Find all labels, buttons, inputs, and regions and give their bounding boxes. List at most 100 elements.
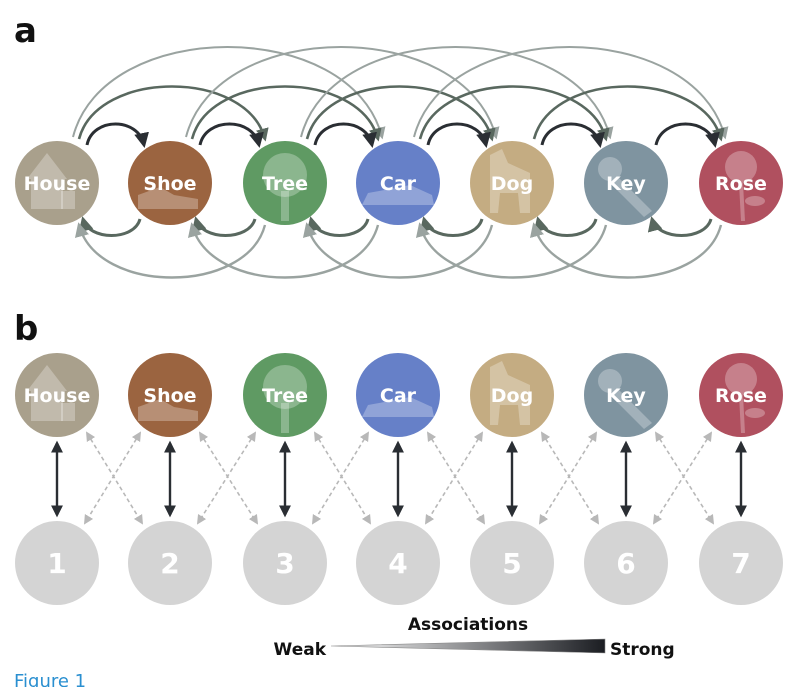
panel-a-node-label: Car	[380, 173, 417, 195]
panel-b-nodes: House 1 Shoe 2 Tree 3 Car 4 Dog 5 Key 6 Rose 7	[15, 353, 783, 605]
shoe-icon	[138, 187, 198, 209]
panel-b-node-circle	[470, 353, 554, 437]
position-circle	[243, 521, 327, 605]
position-node-7: 7	[699, 521, 783, 605]
panel-a-node-rose: Rose	[699, 141, 783, 225]
item-position-weak-arrow	[313, 431, 372, 525]
item-position-weak-arrow	[83, 431, 142, 525]
panel-a-node-label: Shoe	[143, 173, 196, 195]
panel-a-node-circle	[128, 141, 212, 225]
position-label: 5	[502, 547, 521, 580]
panel-a-node-dog: Dog	[470, 141, 554, 225]
item-position-weak-arrow	[198, 431, 259, 525]
panel-a-node-label: House	[24, 173, 91, 195]
shoe-icon	[138, 399, 198, 421]
forward-lag1-arrow	[540, 122, 605, 148]
position-circle	[15, 521, 99, 605]
panel-b-node-shoe: Shoe	[128, 353, 212, 437]
position-circle	[699, 521, 783, 605]
forward-lag1-arrow	[198, 122, 264, 148]
item-position-weak-arrow	[540, 431, 600, 525]
position-label: 7	[731, 547, 750, 580]
rose-icon	[725, 363, 765, 433]
panel-b-node-circle	[584, 353, 668, 437]
backward-lag2-arrow	[530, 222, 723, 279]
forward-lag2-arrow	[77, 85, 269, 142]
key-icon	[598, 369, 652, 429]
legend-gradient-wedge	[330, 638, 606, 654]
panel-a-node-key: Key	[584, 141, 668, 225]
position-node-4: 4	[356, 521, 440, 605]
panel-b-letter: b	[14, 309, 38, 349]
backward-lag2-arrow	[188, 222, 380, 279]
item-position-weak-arrow	[196, 431, 257, 525]
panel-b-node-key: Key	[584, 353, 668, 437]
panel-b-node-rose: Rose	[699, 353, 783, 437]
car-icon	[362, 185, 434, 205]
panel-b-node-circle	[699, 353, 783, 437]
dog-icon	[490, 149, 530, 213]
panel-a-nodes: House Shoe Tree Car Dog Key Rose	[15, 141, 783, 225]
forward-lag3-arrow	[300, 46, 614, 140]
forward-lag3-arrow	[413, 46, 729, 140]
position-circle	[128, 521, 212, 605]
house-icon	[27, 153, 75, 209]
panel-a-node-circle	[15, 141, 99, 225]
position-node-6: 6	[584, 521, 668, 605]
panel-b-node-label: Car	[380, 385, 417, 407]
panel-a-node-car: Car	[356, 141, 440, 225]
panel-a-node-label: Tree	[262, 173, 308, 195]
backward-lag2-arrow	[75, 222, 267, 279]
item-position-weak-arrow	[85, 431, 144, 525]
panel-a-node-tree: Tree	[243, 141, 327, 225]
forward-lag1-arrow	[85, 122, 149, 148]
position-label: 3	[275, 547, 294, 580]
house-icon	[27, 365, 75, 421]
panel-a-node-circle	[470, 141, 554, 225]
panel-b-node-circle	[128, 353, 212, 437]
panel-b-node-dog: Dog	[470, 353, 554, 437]
backward-lag1-arrow	[533, 216, 598, 237]
forward-lag2-arrow	[418, 85, 610, 142]
item-position-weak-arrow	[538, 431, 598, 525]
position-circle	[584, 521, 668, 605]
position-label: 1	[47, 547, 66, 580]
figure-label: Figure 1	[14, 671, 86, 687]
position-circle	[356, 521, 440, 605]
position-label: 2	[160, 547, 179, 580]
backward-lag2-arrow	[303, 222, 494, 279]
dog-icon	[490, 361, 530, 425]
position-label: 6	[616, 547, 635, 580]
panel-a-node-shoe: Shoe	[128, 141, 212, 225]
panel-a-node-label: Dog	[491, 173, 533, 195]
backward-lag1-arrow	[191, 216, 257, 237]
backward-lag1-arrow	[419, 216, 484, 237]
backward-lag2-arrow	[416, 222, 608, 279]
panel-a-node-circle	[699, 141, 783, 225]
item-position-weak-arrow	[426, 431, 486, 525]
car-icon	[362, 397, 434, 417]
forward-lag1-arrow	[426, 122, 491, 148]
rose-icon	[725, 151, 765, 221]
backward-lag1-arrow	[306, 216, 370, 237]
legend-weak-label: Weak	[274, 640, 327, 660]
panel-b-node-label: Rose	[715, 385, 767, 407]
position-node-5: 5	[470, 521, 554, 605]
panel-a-node-label: Key	[606, 173, 646, 195]
tree-icon	[263, 153, 307, 221]
legend-title: Associations	[408, 615, 528, 635]
legend-strong-label: Strong	[610, 640, 675, 660]
panel-b-arrows	[51, 431, 747, 525]
panel-a-node-circle	[243, 141, 327, 225]
panel-a-node-circle	[356, 141, 440, 225]
position-label: 4	[388, 547, 407, 580]
position-node-2: 2	[128, 521, 212, 605]
position-node-3: 3	[243, 521, 327, 605]
key-icon	[598, 157, 652, 217]
position-circle	[470, 521, 554, 605]
tree-icon	[263, 365, 307, 433]
panel-b-node-house: House	[15, 353, 99, 437]
panel-a-letter: a	[14, 11, 37, 51]
panel-a-arrows	[72, 46, 729, 279]
panel-b-node-label: Shoe	[143, 385, 196, 407]
